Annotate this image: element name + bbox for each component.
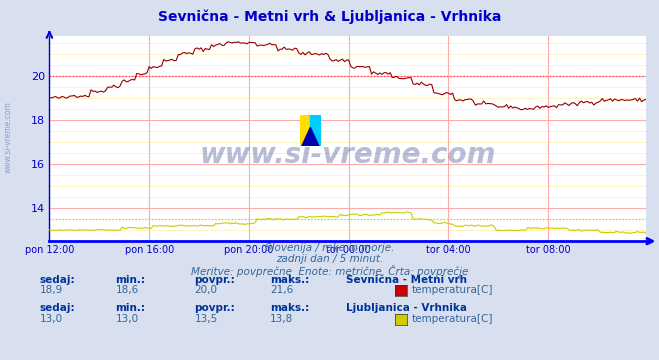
Text: 18,9: 18,9 bbox=[40, 285, 63, 296]
Text: 13,0: 13,0 bbox=[115, 314, 138, 324]
Text: temperatura[C]: temperatura[C] bbox=[412, 285, 494, 296]
Text: 13,0: 13,0 bbox=[40, 314, 63, 324]
Bar bbox=[300, 115, 310, 146]
Text: 21,6: 21,6 bbox=[270, 285, 293, 296]
Text: www.si-vreme.com: www.si-vreme.com bbox=[3, 101, 13, 173]
Text: min.:: min.: bbox=[115, 303, 146, 314]
Text: 13,5: 13,5 bbox=[194, 314, 217, 324]
Text: 13,8: 13,8 bbox=[270, 314, 293, 324]
Text: sedaj:: sedaj: bbox=[40, 303, 75, 314]
Text: min.:: min.: bbox=[115, 275, 146, 285]
Text: temperatura[C]: temperatura[C] bbox=[412, 314, 494, 324]
Text: Slovenija / reke in morje.: Slovenija / reke in morje. bbox=[265, 243, 394, 253]
Text: Sevnična - Metni vrh & Ljubljanica - Vrhnika: Sevnična - Metni vrh & Ljubljanica - Vrh… bbox=[158, 9, 501, 23]
Text: povpr.:: povpr.: bbox=[194, 275, 235, 285]
Polygon shape bbox=[302, 127, 319, 146]
Text: Sevnična - Metni vrh: Sevnična - Metni vrh bbox=[346, 275, 467, 285]
Text: Ljubljanica - Vrhnika: Ljubljanica - Vrhnika bbox=[346, 303, 467, 314]
Text: povpr.:: povpr.: bbox=[194, 303, 235, 314]
Text: maks.:: maks.: bbox=[270, 303, 310, 314]
Text: www.si-vreme.com: www.si-vreme.com bbox=[200, 141, 496, 169]
Bar bbox=[310, 115, 321, 146]
Text: 20,0: 20,0 bbox=[194, 285, 217, 296]
Text: zadnji dan / 5 minut.: zadnji dan / 5 minut. bbox=[276, 254, 383, 264]
Text: sedaj:: sedaj: bbox=[40, 275, 75, 285]
Text: 18,6: 18,6 bbox=[115, 285, 138, 296]
Text: Meritve: povprečne  Enote: metrične  Črta: povprečje: Meritve: povprečne Enote: metrične Črta:… bbox=[191, 265, 468, 276]
Text: maks.:: maks.: bbox=[270, 275, 310, 285]
